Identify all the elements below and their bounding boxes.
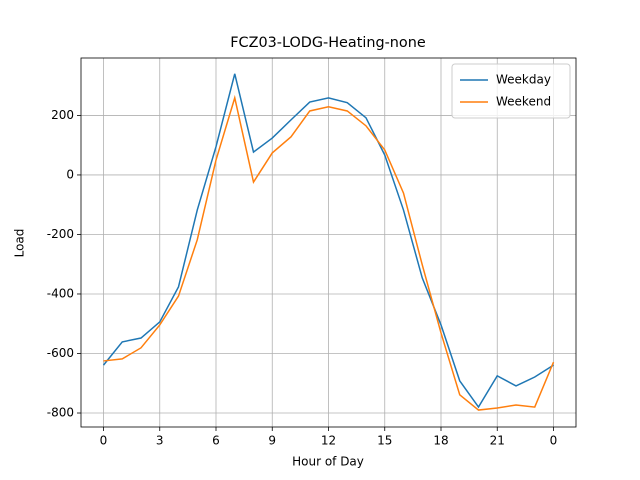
- x-tick-label: 18: [433, 434, 448, 448]
- x-axis-label: Hour of Day: [292, 455, 364, 469]
- y-tick-label: -200: [47, 227, 74, 241]
- x-tick-label: 0: [100, 434, 108, 448]
- chart-title: FCZ03-LODG-Heating-none: [230, 35, 426, 51]
- y-tick-label: -600: [47, 346, 74, 360]
- x-tick-label: 6: [212, 434, 220, 448]
- line-series: [103, 94, 555, 411]
- legend-label: Weekday: [496, 73, 551, 87]
- y-axis-label: Load: [13, 229, 27, 258]
- legend-label: Weekend: [496, 95, 551, 109]
- y-tick-label: -400: [47, 286, 74, 300]
- y-tick-label: 200: [51, 108, 74, 122]
- plot-frame: [80, 57, 577, 428]
- x-tick-label: 9: [268, 434, 276, 448]
- x-tick-label: 12: [321, 434, 336, 448]
- legend-box: [451, 63, 571, 119]
- x-tick-label: 21: [490, 434, 505, 448]
- x-tick-label: 3: [156, 434, 164, 448]
- x-tick-label: 15: [377, 434, 392, 448]
- y-tick-label: -800: [47, 406, 74, 420]
- x-tick-label: 0: [550, 434, 558, 448]
- y-tick-label: 0: [66, 167, 74, 181]
- line-series: [102, 73, 554, 409]
